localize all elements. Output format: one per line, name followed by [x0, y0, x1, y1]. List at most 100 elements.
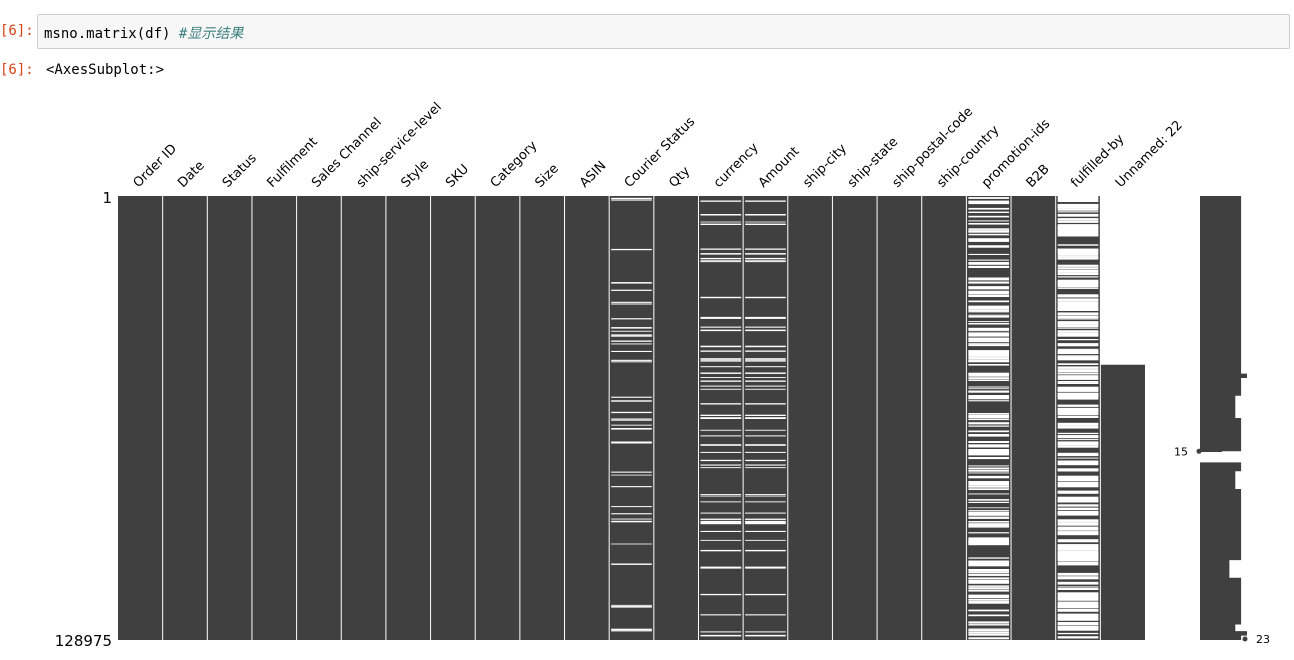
- missing-row-mark: [745, 326, 786, 328]
- missing-row-mark: [1057, 511, 1099, 514]
- missing-row-mark: [1057, 533, 1099, 536]
- sparkline-max-marker: [1242, 636, 1248, 642]
- column-label: Status: [220, 151, 260, 191]
- missing-row-mark: [611, 442, 652, 444]
- missing-row-mark: [700, 444, 742, 446]
- code-cell[interactable]: msno.matrix(df) #显示结果: [37, 14, 1290, 49]
- missing-row-mark: [700, 326, 742, 328]
- missing-row-mark: [968, 202, 1010, 205]
- missing-row-mark: [611, 282, 652, 284]
- missing-row-mark: [745, 464, 786, 466]
- missing-row-mark: [745, 385, 786, 387]
- missing-row-mark: [968, 598, 1010, 601]
- missing-row-mark: [1057, 441, 1099, 445]
- missing-row-mark: [968, 197, 1010, 199]
- missing-row-mark: [968, 578, 1010, 579]
- missing-row-mark: [968, 277, 1010, 279]
- present-block: [385, 196, 431, 640]
- missing-row-mark: [745, 459, 786, 462]
- missing-row-mark: [1057, 312, 1099, 314]
- missing-row-mark: [1057, 460, 1099, 463]
- missing-row-mark: [1057, 445, 1099, 448]
- missing-row-mark: [700, 464, 742, 466]
- missing-row-mark: [611, 606, 652, 608]
- missing-row-mark: [1057, 372, 1099, 375]
- missing-row-mark: [968, 334, 1010, 336]
- missing-row-mark: [968, 238, 1010, 241]
- missing-row-mark: [700, 388, 742, 390]
- missing-row-mark: [1057, 203, 1099, 207]
- missing-row-mark: [968, 311, 1010, 313]
- column-label: Amount: [756, 144, 803, 191]
- matrix-column-asin: [564, 196, 610, 640]
- missing-row-mark: [745, 631, 786, 633]
- matrix-column-sales-channel: [296, 196, 342, 640]
- missing-row-mark: [968, 344, 1010, 347]
- missing-row-mark: [968, 386, 1010, 388]
- missing-row-mark: [1057, 304, 1099, 307]
- missing-row-mark: [1057, 356, 1099, 358]
- missing-row-mark: [968, 211, 1010, 213]
- missing-row-mark: [968, 253, 1010, 255]
- missing-row-mark: [700, 200, 742, 202]
- missing-row-mark: [1057, 550, 1099, 554]
- missing-row-mark: [700, 495, 742, 497]
- missing-row-mark: [968, 467, 1010, 470]
- missing-row-mark: [700, 467, 742, 469]
- matrix-column-style: [385, 196, 431, 640]
- missing-row-mark: [1057, 575, 1099, 577]
- missing-row-mark: [1057, 233, 1099, 237]
- missing-row-mark: [1057, 196, 1099, 202]
- missing-row-mark: [1057, 572, 1099, 575]
- missing-row-mark: [968, 493, 1010, 495]
- missing-row-mark: [968, 441, 1010, 443]
- missing-row-mark: [745, 214, 786, 216]
- missing-row-mark: [1057, 563, 1099, 566]
- missing-row-mark: [745, 467, 786, 469]
- missing-row-mark: [745, 522, 786, 525]
- code-text: msno.matrix(df): [44, 26, 179, 42]
- missing-row-mark: [968, 525, 1010, 528]
- missing-row-mark: [1057, 352, 1099, 355]
- matrix-column-ship-postal-code: [876, 196, 922, 640]
- missing-row-mark: [1057, 468, 1099, 472]
- missing-row-mark: [700, 253, 742, 255]
- missing-row-mark: [611, 199, 652, 201]
- missing-row-mark: [1057, 475, 1099, 479]
- missing-row-mark: [1057, 416, 1099, 418]
- missing-row-mark: [745, 414, 786, 416]
- missing-row-mark: [968, 395, 1010, 397]
- missing-row-mark: [968, 621, 1010, 624]
- missing-row-mark: [1057, 224, 1099, 227]
- missing-row-mark: [611, 604, 652, 606]
- missing-row-mark: [968, 539, 1010, 542]
- missing-row-mark: [968, 521, 1010, 523]
- matrix-column-ship-service-level: [340, 196, 386, 640]
- missing-row-mark: [611, 335, 652, 337]
- missing-row-mark: [1057, 606, 1099, 608]
- matrix-column-date: [162, 196, 208, 640]
- missing-row-mark: [700, 512, 742, 514]
- missing-row-mark: [968, 343, 1010, 345]
- missing-row-mark: [745, 403, 786, 405]
- missing-row-mark: [968, 600, 1010, 602]
- missing-row-mark: [1057, 481, 1099, 484]
- code-line: msno.matrix(df) #显示结果: [44, 23, 243, 43]
- missing-row-mark: [700, 372, 742, 374]
- missing-row-mark: [745, 429, 786, 431]
- missing-row-mark: [745, 372, 786, 374]
- missing-row-mark: [611, 520, 652, 523]
- output-repr: <AxesSubplot:>: [46, 62, 165, 78]
- missing-row-mark: [968, 321, 1010, 323]
- code-comment: #显示结果: [178, 26, 244, 42]
- missing-row-mark: [745, 512, 786, 514]
- present-block: [430, 196, 476, 640]
- missing-row-mark: [968, 200, 1010, 203]
- missing-row-mark: [1057, 307, 1099, 311]
- matrix-column-ship-city: [787, 196, 833, 640]
- missing-row-mark: [968, 357, 1010, 360]
- column-label: Qty: [666, 164, 693, 191]
- missing-row-mark: [968, 259, 1010, 261]
- missing-row-mark: [745, 253, 786, 255]
- missing-row-mark: [745, 567, 786, 569]
